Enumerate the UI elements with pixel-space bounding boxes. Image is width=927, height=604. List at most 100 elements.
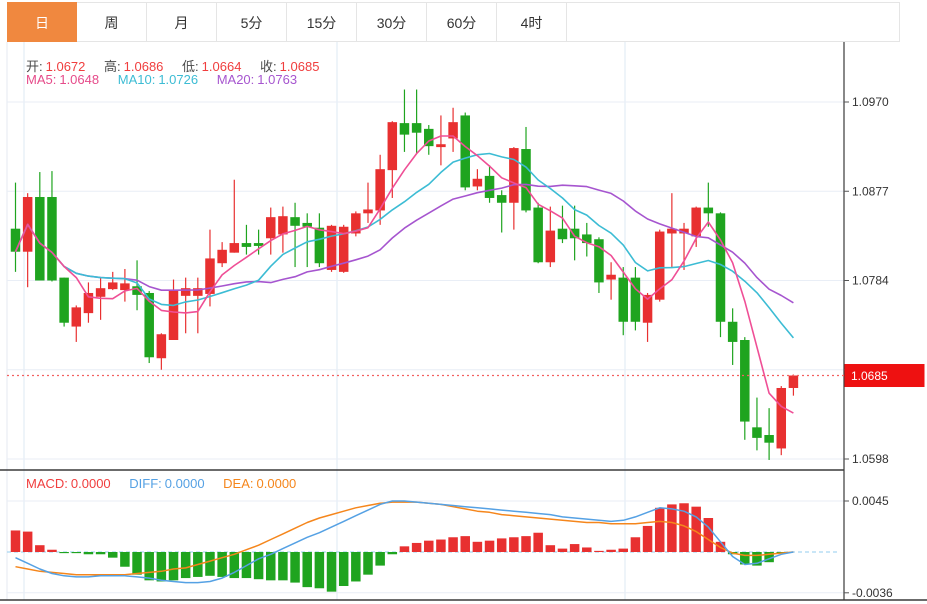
tab-timeframe-7[interactable]: 4时: [497, 2, 567, 42]
open-label: 开:: [26, 59, 43, 74]
macd-bar-down: [375, 552, 385, 566]
candle-up: [266, 217, 276, 239]
candle-up: [691, 207, 701, 237]
macd-bar-down: [266, 552, 276, 581]
macd-header: MACD: 0.0000 DIFF: 0.0000 DEA: 0.0000: [26, 476, 296, 491]
price-axis-layer: 1.09701.08771.07841.06911.05980.0045-0.0…: [844, 95, 893, 600]
tab-timeframe-3[interactable]: 5分: [217, 2, 287, 42]
current-price-badge: [844, 364, 925, 388]
grid-layer: [6, 42, 844, 600]
candle-down: [59, 277, 69, 323]
candles-layer: [10, 89, 799, 460]
candle-up: [156, 334, 167, 359]
macd-bar-up: [10, 530, 21, 552]
candle-up: [472, 178, 483, 187]
macd-bar-down: [253, 552, 264, 580]
macd-bar-down: [180, 552, 191, 579]
ma10-label: MA10:: [117, 72, 156, 87]
macd-tick-label: -0.0036: [852, 586, 893, 600]
macd-bar-down: [168, 552, 179, 581]
current-price-marker: 1.0685: [7, 364, 925, 388]
macd-bar-up: [654, 507, 665, 552]
macd-bar-up: [630, 537, 641, 552]
macd-bar-down: [764, 552, 774, 563]
macd-bar-up: [22, 531, 33, 552]
close-value: 1.0685: [279, 59, 320, 74]
diff-value: 0.0000: [164, 476, 205, 491]
macd-bar-down: [338, 552, 349, 586]
candle-down: [569, 228, 580, 239]
macd-bar-down: [107, 552, 118, 558]
candle-down: [533, 207, 543, 263]
macd-bar-down: [278, 552, 288, 581]
kline-chart-canvas[interactable]: 1.09701.08771.07841.06911.05980.0045-0.0…: [0, 42, 927, 604]
dea-value: 0.0000: [256, 476, 297, 491]
macd-bar-up: [618, 548, 628, 552]
ma5-line: [14, 135, 794, 414]
macd-bar-up: [472, 541, 483, 552]
tab-timeframe-2[interactable]: 月: [147, 2, 217, 42]
macd-bar-up: [667, 504, 677, 552]
candle-up: [217, 249, 227, 264]
ma20-label: MA20:: [216, 72, 255, 87]
candle-down: [424, 128, 434, 147]
dea-label: DEA:: [223, 476, 254, 491]
candle-down: [557, 228, 568, 240]
macd-bar-up: [509, 537, 519, 552]
macd-bar-down: [302, 552, 312, 588]
candle-up: [95, 288, 106, 297]
candle-down: [484, 175, 495, 198]
ma5-label: MA5:: [26, 72, 57, 87]
macd-tick-label: 0.0045: [852, 494, 889, 508]
macd-bar-down: [71, 552, 82, 554]
candle-up: [120, 283, 130, 291]
macd-bar-up: [484, 540, 495, 552]
dea-line: [15, 501, 794, 576]
macd-bar-down: [229, 552, 240, 579]
macd-bar-up: [448, 537, 458, 552]
candle-down: [47, 197, 57, 281]
ohlc-header: 开: 1.0672 高: 1.0686 低: 1.0664 收: 1.0685: [26, 56, 319, 75]
macd-bar-up: [545, 545, 556, 552]
macd-bar-down: [83, 552, 94, 555]
candle-down: [314, 227, 325, 264]
tab-timeframe-1[interactable]: 周: [77, 2, 147, 42]
candle-up: [375, 169, 385, 211]
close-label: 收:: [260, 59, 277, 74]
price-tick-label: 1.0784: [852, 274, 889, 288]
candle-down: [752, 427, 762, 438]
macd-bar-down: [752, 552, 762, 566]
macd-value: 0.0000: [70, 476, 111, 491]
tab-timeframe-0[interactable]: 日: [7, 2, 77, 42]
candle-down: [764, 435, 774, 443]
tab-timeframe-6[interactable]: 60分: [427, 2, 497, 42]
macd-bar-down: [95, 552, 106, 555]
macd-bar-down: [314, 552, 325, 589]
candle-up: [278, 216, 288, 235]
open-value: 1.0672: [45, 59, 86, 74]
tab-timeframe-5[interactable]: 30分: [357, 2, 427, 42]
candle-up: [83, 292, 94, 314]
candle-up: [436, 144, 446, 148]
timeframe-tabbar: 日周月 5分 15分 30分 60分 4时: [7, 2, 900, 42]
candle-up: [679, 228, 689, 234]
candle-up: [71, 307, 82, 327]
macd-bar-up: [606, 549, 616, 552]
ma-header: MA5: 1.0648 MA10: 1.0726 MA20: 1.0763: [26, 72, 297, 87]
macd-layer: [7, 500, 838, 592]
candle-down: [521, 149, 531, 211]
macd-bar-down: [740, 552, 750, 565]
candle-down: [727, 321, 738, 342]
diff-line: [15, 500, 794, 584]
ma-lines-layer: [14, 135, 795, 414]
candle-down: [10, 228, 21, 252]
candle-up: [448, 122, 458, 139]
candle-up: [326, 225, 337, 270]
candle-down: [496, 195, 507, 203]
candle-down: [302, 222, 312, 227]
macd-bar-down: [387, 552, 398, 555]
tab-timeframe-4[interactable]: 15分: [287, 2, 357, 42]
candle-up: [363, 209, 373, 214]
macd-bar-down: [290, 552, 300, 583]
